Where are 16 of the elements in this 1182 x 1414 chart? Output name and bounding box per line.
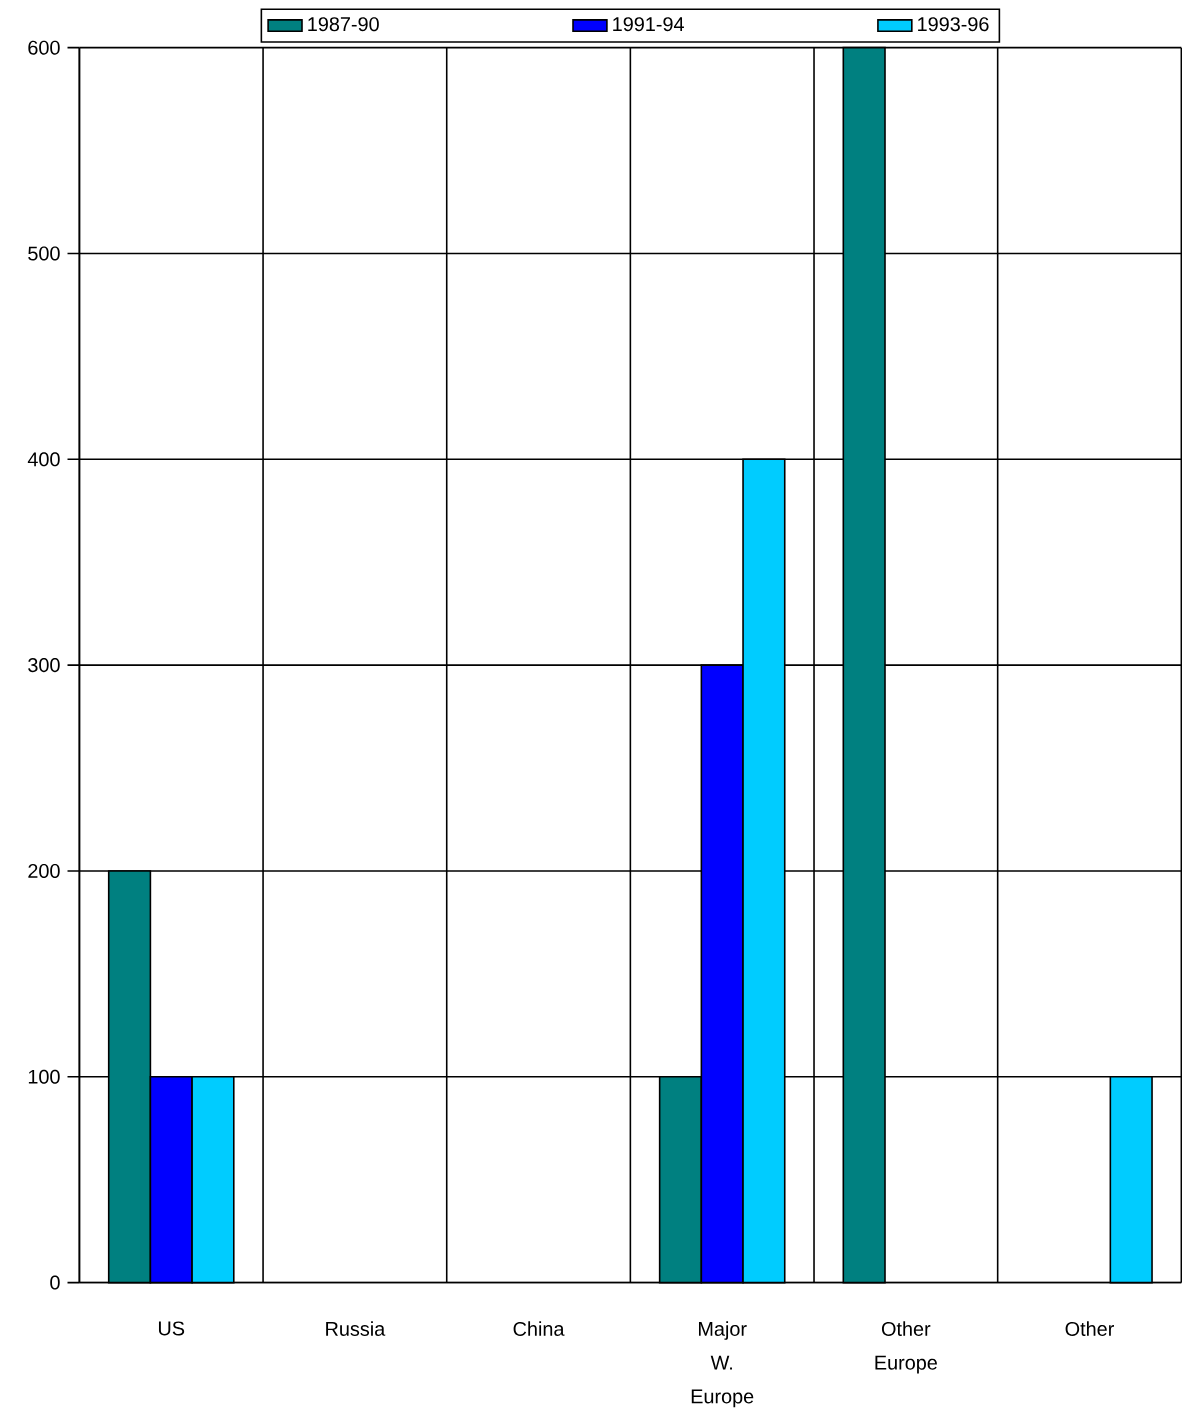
y-tick-label: 600	[28, 40, 60, 55]
y-tick-label: 100	[28, 1069, 60, 1084]
legend-label: 1991-94	[613, 17, 684, 32]
y-tick-label: 300	[28, 658, 60, 673]
y-tick-label: 0	[50, 1275, 60, 1290]
x-tick-label: Other	[1065, 1321, 1114, 1336]
legend-label: 1993-96	[918, 17, 989, 32]
x-tick-label: US	[158, 1321, 185, 1336]
y-tick-label: 200	[28, 863, 60, 878]
y-tick-label: 400	[27, 452, 60, 467]
x-tick-label: Russia	[326, 1321, 386, 1336]
x-tick-label: Other Europe	[875, 1321, 937, 1374]
y-tick-label: 500	[28, 246, 60, 261]
x-tick-label: China	[513, 1321, 565, 1336]
x-tick-label: Major W. Europe	[691, 1321, 754, 1408]
legend-label: 1987-90	[308, 17, 379, 32]
